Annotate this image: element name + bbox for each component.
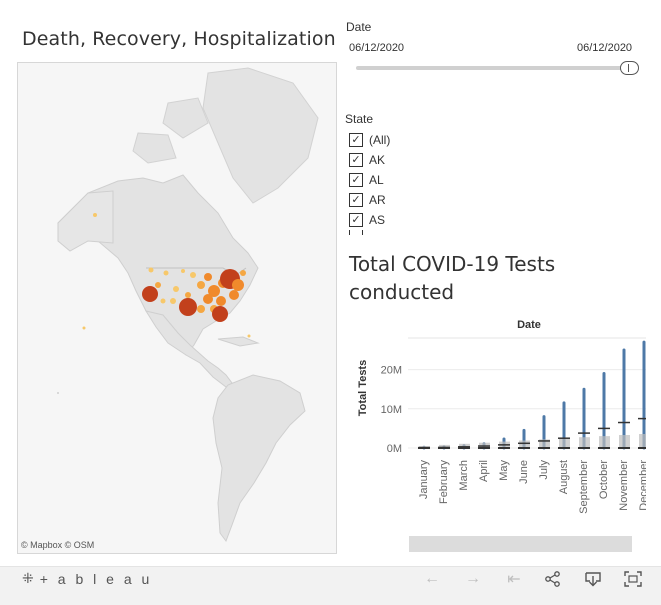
fullscreen-icon[interactable] xyxy=(621,570,645,588)
tableau-toolbar xyxy=(0,566,661,605)
x-tick-label: December xyxy=(638,460,646,511)
share-icon[interactable] xyxy=(541,570,565,588)
tests-band-november xyxy=(619,435,630,448)
x-tick-label: September xyxy=(578,460,590,514)
tableau-logo-icon: ⁜ xyxy=(22,570,34,586)
chart-horizontal-scrollbar[interactable] xyxy=(409,536,632,552)
tests-chart[interactable]: Date Total Tests 0M 10M 20M January Februar… xyxy=(346,310,646,532)
state-option-all[interactable]: ✓ (All) xyxy=(349,131,390,149)
map-canvas[interactable] xyxy=(18,63,337,554)
tests-band-october xyxy=(599,436,610,448)
date-slider-track[interactable] xyxy=(356,66,630,70)
map-view[interactable] xyxy=(17,62,337,554)
tableau-logo[interactable]: ⁜ + a b l e a u xyxy=(22,570,152,587)
state-option-ar[interactable]: ✓ AR xyxy=(349,191,386,209)
tableau-logo-text: + a b l e a u xyxy=(39,570,153,587)
checkbox-checked-icon[interactable]: ✓ xyxy=(349,173,363,187)
state-filter-label: State xyxy=(345,112,374,126)
tests-band-september xyxy=(579,437,590,448)
y-tick-label: 20M xyxy=(381,365,402,377)
chart-column-header: Date xyxy=(517,319,541,331)
tests-band-july xyxy=(539,439,550,448)
x-tick-label: April xyxy=(478,460,490,482)
tests-chart-title: Total COVID-19 Tests conducted xyxy=(349,252,556,304)
state-option-ak[interactable]: ✓ AK xyxy=(349,151,385,169)
x-tick-label: August xyxy=(558,460,570,494)
state-option-al[interactable]: ✓ AL xyxy=(349,171,384,189)
x-tick-label: June xyxy=(518,460,530,484)
redo-arrow-icon[interactable]: → xyxy=(465,570,481,587)
map-title: Death, Recovery, Hospitalization xyxy=(22,28,336,50)
date-filter-label: Date xyxy=(346,20,372,34)
state-list-scroll-edge xyxy=(349,230,363,235)
checkbox-checked-icon[interactable]: ✓ xyxy=(349,213,363,227)
undo-arrow-icon[interactable]: ← xyxy=(424,570,440,587)
x-tick-label: March xyxy=(458,460,470,491)
date-range-end: 06/12/2020 xyxy=(577,42,633,54)
y-tick-label: 10M xyxy=(381,404,402,416)
x-tick-label: January xyxy=(418,460,430,500)
tests-band-august xyxy=(559,438,570,448)
x-tick-label: November xyxy=(618,460,630,511)
x-tick-label: February xyxy=(438,460,450,505)
tests-band-march xyxy=(459,443,470,448)
date-range-start: 06/12/2020 xyxy=(349,42,405,54)
checkbox-checked-icon[interactable]: ✓ xyxy=(349,193,363,207)
x-tick-label: July xyxy=(538,460,550,480)
checkbox-checked-icon[interactable]: ✓ xyxy=(349,133,363,147)
revert-icon[interactable]: ⇤ xyxy=(507,571,521,588)
tests-band-february xyxy=(439,444,450,448)
case-bubbles[interactable] xyxy=(142,267,251,338)
y-axis-label: Total Tests xyxy=(357,360,369,416)
map-attribution: © Mapbox © OSM xyxy=(21,540,95,550)
state-option-as[interactable]: ✓ AS xyxy=(349,211,385,229)
tests-band-june xyxy=(519,440,530,448)
date-slider-handle[interactable] xyxy=(620,61,639,75)
x-tick-label: May xyxy=(498,460,510,481)
y-tick-label: 0M xyxy=(387,443,402,455)
download-icon[interactable] xyxy=(581,570,605,588)
x-tick-label: October xyxy=(598,460,610,499)
tests-band-december xyxy=(639,434,646,448)
checkbox-checked-icon[interactable]: ✓ xyxy=(349,153,363,167)
